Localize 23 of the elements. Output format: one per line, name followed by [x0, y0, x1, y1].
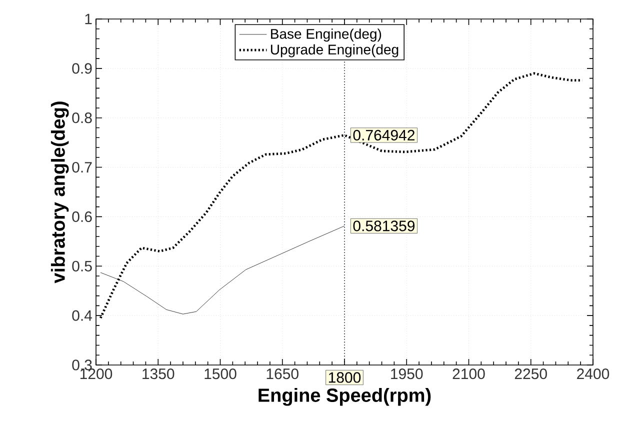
annotation: 0.764942: [353, 130, 414, 140]
legend-label: Base Engine(deg): [271, 28, 382, 42]
y-tick-label: 0.3: [72, 360, 92, 370]
y-axis-title: vibratory angle(deg): [50, 102, 69, 284]
y-tick-label: 0.7: [72, 162, 92, 173]
y-tick-label: 0.5: [72, 260, 92, 272]
annotation: 0.581359: [353, 220, 415, 232]
y-tick-label: 1: [85, 14, 92, 24]
x-tick-label: 1200: [80, 368, 112, 380]
x-tick-label: 1350: [142, 368, 174, 380]
x-tick-label: 2100: [452, 368, 485, 380]
x-tick-label: 2400: [577, 368, 610, 380]
x-tick-label: 2250: [514, 368, 547, 380]
y-tick-label: 0.9: [72, 63, 92, 74]
x-tick-label: 1650: [266, 368, 298, 380]
y-tick-label: 0.4: [72, 310, 92, 321]
y-tick-label: 0.6: [72, 211, 92, 222]
y-tick-label: 0.8: [72, 112, 92, 124]
legend-label: Upgrade Engine(deg: [270, 44, 398, 58]
x-tick-label: 1500: [204, 368, 236, 380]
x-tick-label: 1950: [391, 368, 423, 380]
ref-line-label: 1800: [328, 372, 361, 383]
x-axis-title: Engine Speed(rpm): [258, 388, 431, 406]
